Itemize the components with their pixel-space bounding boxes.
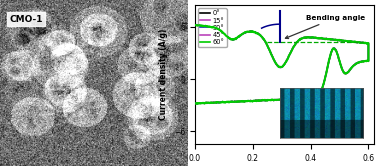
Text: CMO-1: CMO-1	[9, 15, 43, 24]
Text: Bending angle: Bending angle	[285, 15, 365, 39]
Legend: 0°, 15°, 30°, 45°, 60°: 0°, 15°, 30°, 45°, 60°	[198, 8, 226, 47]
Y-axis label: Current density (A/g): Current density (A/g)	[159, 29, 168, 120]
